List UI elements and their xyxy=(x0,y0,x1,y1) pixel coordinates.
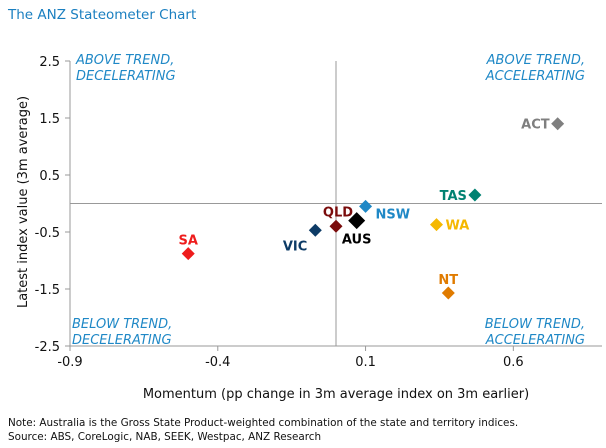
point-label-tas: TAS xyxy=(440,189,467,204)
point-label-sa: SA xyxy=(179,234,198,249)
quadrant-annotation-bl: BELOW TREND, xyxy=(72,317,172,332)
tick-labels-layer: -0.9 -0.4 0.1 0.6 2.5 1.5 0.5 -0.5 -1.5 -2.5 xyxy=(35,55,524,370)
point-marker-sa xyxy=(181,247,195,261)
x-tick-label: -0.4 xyxy=(205,355,230,370)
x-axis-label: Momentum (pp change in 3m average index … xyxy=(143,387,529,402)
quadrant-annotation-tl: ABOVE TREND, xyxy=(75,53,174,68)
x-tick-label: 0.1 xyxy=(355,355,376,370)
axes-layer xyxy=(65,60,602,351)
x-tick-label: 0.6 xyxy=(503,355,524,370)
point-marker-qld xyxy=(329,219,343,233)
quadrant-annotation-br: ACCELERATING xyxy=(485,333,585,348)
point-marker-act xyxy=(551,117,565,131)
data-points-layer: ACT TAS NSW QLD AUS VIC WA SA NT xyxy=(179,117,565,300)
quadrant-annotation-bl: DECELERATING xyxy=(72,333,172,348)
point-marker-aus xyxy=(348,212,366,230)
chart-title: The ANZ Stateometer Chart xyxy=(8,7,197,23)
y-tick-label: -1.5 xyxy=(35,283,60,298)
y-tick-label: 1.5 xyxy=(39,112,60,127)
point-marker-tas xyxy=(468,188,482,202)
quadrant-annotation-br: BELOW TREND, xyxy=(485,317,585,332)
quadrant-annotation-tr: ACCELERATING xyxy=(485,69,585,84)
x-tick-label: -0.9 xyxy=(57,355,82,370)
point-marker-nsw xyxy=(359,199,373,213)
point-label-wa: WA xyxy=(445,219,469,234)
y-tick-label: 0.5 xyxy=(39,169,60,184)
point-label-nt: NT xyxy=(438,273,458,288)
point-marker-vic xyxy=(308,223,322,237)
quadrant-annotation-tr: ABOVE TREND, xyxy=(486,53,585,68)
point-label-nsw: NSW xyxy=(376,207,411,222)
y-tick-label: 2.5 xyxy=(39,55,60,70)
source-note: Source: ABS, CoreLogic, NAB, SEEK, Westp… xyxy=(8,431,322,443)
point-marker-wa xyxy=(429,218,443,232)
point-label-vic: VIC xyxy=(283,239,307,254)
quadrant-annotation-tl: DECELERATING xyxy=(76,69,176,84)
point-label-aus: AUS xyxy=(342,233,372,248)
point-label-act: ACT xyxy=(521,118,550,133)
y-axis-label: Latest index value (3m average) xyxy=(16,96,31,308)
footnote: Note: Australia is the Gross State Produ… xyxy=(8,417,519,429)
y-tick-label: -0.5 xyxy=(35,226,60,241)
point-marker-nt xyxy=(441,286,455,300)
y-tick-label: -2.5 xyxy=(35,340,60,355)
point-label-qld: QLD xyxy=(323,205,353,220)
